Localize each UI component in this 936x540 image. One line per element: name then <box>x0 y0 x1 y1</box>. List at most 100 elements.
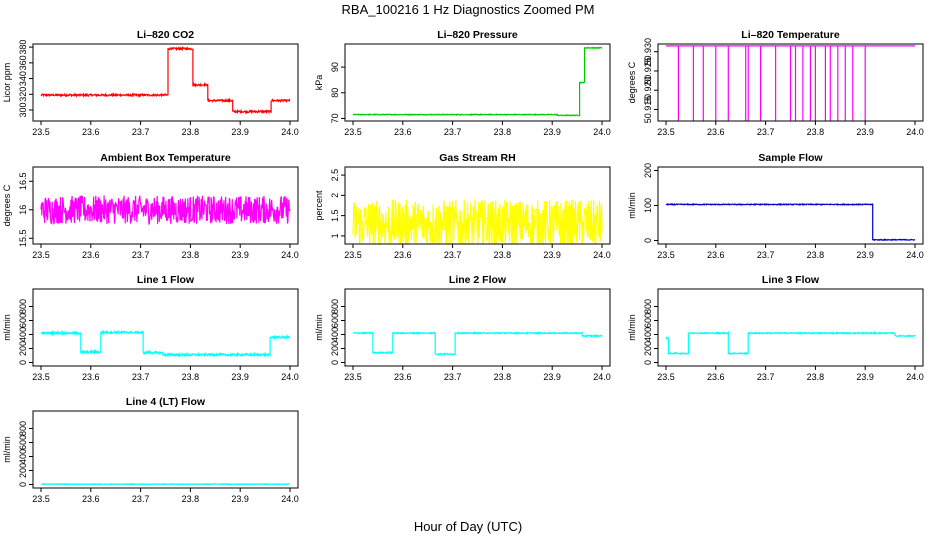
x-tick-label: 23.5 <box>657 127 675 137</box>
y-tick-label: 1 <box>330 233 340 238</box>
panel-10: Line 4 (LT) Flow ml/min 23.5 23.6 23.7 23.8 23… <box>2 396 299 504</box>
x-tick-label: 24.0 <box>593 127 611 137</box>
y-axis-label: ml/min <box>627 314 637 341</box>
panel-3: Li–820 Temperature degrees C 23.5 23.6 23.7 2… <box>627 29 924 137</box>
y-tick-label: 600 <box>330 313 340 328</box>
y-tick-label: 800 <box>18 421 28 436</box>
panel-2: Li–820 Pressure kPa 23.5 23.6 23.7 23.8 23.9 24… <box>314 29 611 137</box>
x-tick-label: 23.9 <box>231 127 249 137</box>
y-axis-label: ml/min <box>627 192 637 219</box>
series-line <box>352 46 603 117</box>
x-tick-label: 23.7 <box>757 372 775 382</box>
y-tick-label: 340 <box>18 71 28 86</box>
series-line <box>41 482 290 486</box>
y-tick-label: 200 <box>643 341 653 356</box>
y-tick-label: 600 <box>18 435 28 450</box>
x-tick-label: 23.8 <box>807 372 825 382</box>
x-tick-label: 23.8 <box>182 127 200 137</box>
y-tick-label: 50.925 <box>643 57 653 85</box>
x-tick-label: 23.9 <box>231 250 249 260</box>
x-tick-label: 23.7 <box>444 250 462 260</box>
x-tick-label: 23.5 <box>32 250 50 260</box>
y-tick-label: 400 <box>18 449 28 464</box>
plot-frame <box>344 166 611 245</box>
x-tick-label: 23.5 <box>657 372 675 382</box>
plot-frame <box>344 288 611 367</box>
figure-title: RBA_100216 1 Hz Diagnostics Zoomed PM <box>342 2 595 17</box>
y-tick-label: 16.5 <box>18 172 28 190</box>
y-tick-label: 200 <box>330 341 340 356</box>
y-tick-label: 360 <box>18 55 28 70</box>
plot-frame <box>657 166 924 245</box>
x-tick-label: 23.6 <box>707 250 725 260</box>
y-tick-label: 200 <box>18 341 28 356</box>
x-tick-label: 24.0 <box>906 127 924 137</box>
x-tick-label: 23.8 <box>807 250 825 260</box>
x-tick-label: 23.7 <box>757 127 775 137</box>
series-line <box>352 330 603 356</box>
x-tick-label: 24.0 <box>593 250 611 260</box>
x-tick-label: 24.0 <box>281 494 299 504</box>
x-tick-label: 23.5 <box>344 127 362 137</box>
x-axis-label: Hour of Day (UTC) <box>414 519 522 534</box>
x-tick-label: 23.7 <box>132 494 150 504</box>
panel-title: Line 2 Flow <box>449 274 507 286</box>
y-tick-label: 400 <box>643 327 653 342</box>
series-line <box>40 195 291 226</box>
y-tick-label: 50.930 <box>643 38 653 66</box>
x-tick-label: 23.7 <box>132 250 150 260</box>
plot-frame <box>32 288 299 367</box>
x-tick-label: 23.8 <box>182 250 200 260</box>
panel-8: Line 2 Flow ml/min 23.5 23.6 23.7 23.8 23.9 24.… <box>314 274 611 382</box>
plot-frame <box>32 166 299 245</box>
x-tick-label: 23.6 <box>394 127 412 137</box>
series-line <box>40 329 291 359</box>
x-tick-label: 23.9 <box>543 372 561 382</box>
y-tick-label: 800 <box>18 299 28 314</box>
x-tick-label: 23.5 <box>32 372 50 382</box>
plot-frame <box>32 43 299 122</box>
y-tick-label: 200 <box>18 463 28 478</box>
y-tick-label: 0 <box>330 360 340 365</box>
panel-title: Li–820 CO2 <box>137 29 194 41</box>
panel-title: Sample Flow <box>758 152 823 164</box>
x-tick-label: 24.0 <box>906 372 924 382</box>
x-tick-label: 23.5 <box>32 127 50 137</box>
y-tick-label: 400 <box>330 327 340 342</box>
plot-frame <box>32 410 299 489</box>
y-tick-label: 320 <box>18 87 28 102</box>
y-tick-label: 80 <box>330 88 340 98</box>
y-tick-label: 100 <box>643 198 653 213</box>
x-tick-label: 23.8 <box>494 372 512 382</box>
x-tick-label: 23.9 <box>543 127 561 137</box>
series-line <box>666 45 915 121</box>
y-axis-label: ml/min <box>314 314 324 341</box>
x-tick-label: 23.7 <box>444 127 462 137</box>
series-line <box>665 330 916 356</box>
panel-9: Line 3 Flow ml/min 23.5 23.6 23.7 23.8 23.9 24.… <box>627 274 924 382</box>
y-tick-label: 0 <box>643 238 653 243</box>
y-tick-label: 2.5 <box>330 169 340 182</box>
x-tick-label: 23.8 <box>494 250 512 260</box>
panel-title: Line 1 Flow <box>137 274 195 286</box>
y-axis-label: kPa <box>314 75 324 91</box>
x-tick-label: 23.8 <box>182 494 200 504</box>
x-tick-label: 23.5 <box>657 250 675 260</box>
x-tick-label: 23.6 <box>82 127 100 137</box>
x-tick-label: 23.6 <box>394 372 412 382</box>
panel-6: Sample Flow ml/min 23.5 23.6 23.7 23.8 23.9 24.… <box>627 152 924 260</box>
y-tick-label: 2 <box>330 193 340 198</box>
panel-title: Line 3 Flow <box>762 274 820 286</box>
panel-1: Li–820 CO2 Licor ppm 23.5 23.6 23.7 23.8 23.9 2… <box>2 29 299 137</box>
plot-frame <box>657 288 924 367</box>
y-tick-label: 0 <box>643 360 653 365</box>
x-tick-label: 24.0 <box>906 250 924 260</box>
panel-title: Li–820 Pressure <box>437 29 518 41</box>
y-tick-label: 90 <box>330 62 340 72</box>
x-tick-label: 23.7 <box>132 372 150 382</box>
x-tick-label: 23.7 <box>444 372 462 382</box>
panel-title: Ambient Box Temperature <box>100 152 231 164</box>
y-tick-label: 16 <box>18 205 28 215</box>
y-tick-label: 380 <box>18 40 28 55</box>
y-tick-label: 800 <box>643 299 653 314</box>
